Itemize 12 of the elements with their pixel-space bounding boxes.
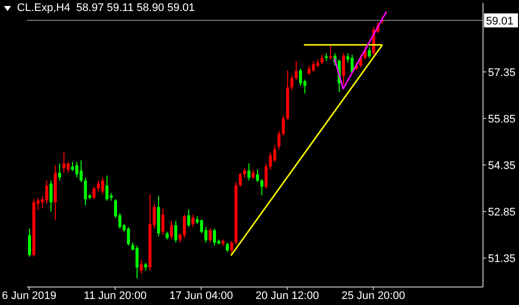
y-tick-label: 55.85 xyxy=(488,113,516,126)
y-tick-label: 52.85 xyxy=(488,206,516,218)
x-tick-label: 25 Jun 20:00 xyxy=(341,290,406,302)
ref-line-label: 59.01 xyxy=(486,15,514,28)
y-tick-label: 54.35 xyxy=(488,160,516,172)
y-tick-label: 57.35 xyxy=(488,66,516,79)
x-tick-label: 20 Jun 12:00 xyxy=(255,290,320,302)
x-tick-label: 11 Jun 20:00 xyxy=(84,290,147,302)
x-tick-label: 6 Jun 2019 xyxy=(2,290,56,302)
x-tick-label: 17 Jun 04:00 xyxy=(169,290,234,302)
chart-title: CL.Exp,H4 58.97 59.11 58.90 59.01 xyxy=(17,2,195,14)
y-tick-label: 51.35 xyxy=(488,253,516,266)
